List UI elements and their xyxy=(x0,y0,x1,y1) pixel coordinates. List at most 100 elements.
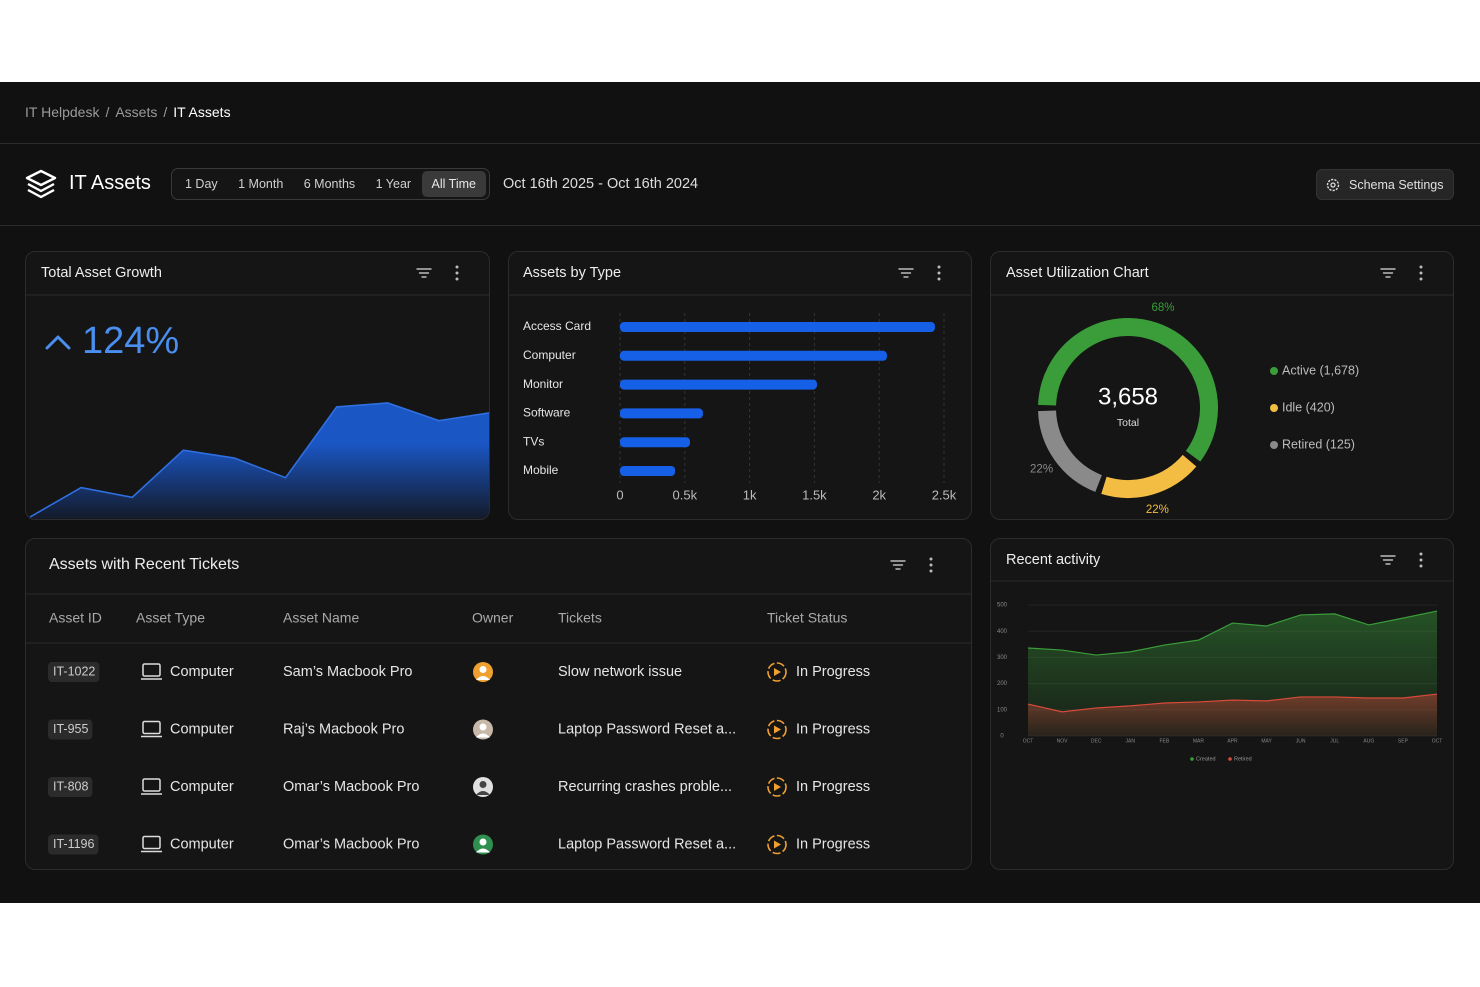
owner-avatar-body xyxy=(476,733,490,738)
x-tick-label: AUG xyxy=(1363,738,1374,744)
ticket-status: In Progress xyxy=(796,779,870,795)
asset-name: Omar’s Macbook Pro xyxy=(283,779,419,795)
range-option[interactable]: All Time xyxy=(421,171,486,197)
logo-icon xyxy=(25,169,57,199)
segment-label: 68% xyxy=(1151,302,1174,314)
id-badge xyxy=(48,777,93,797)
growth-value: 124% xyxy=(82,320,179,362)
menu-icon xyxy=(937,265,941,269)
owner-avatar-head xyxy=(479,838,487,846)
menu-icon xyxy=(1419,558,1423,562)
ticket: Recurring crashes proble... xyxy=(558,779,732,795)
id-badge xyxy=(48,662,100,682)
y-tick-label: 200 xyxy=(997,681,1008,687)
area-fill xyxy=(30,402,489,519)
donut-segment xyxy=(1101,454,1197,498)
x-tick-label: NOV xyxy=(1057,738,1069,744)
page-title: IT Assets xyxy=(69,172,151,194)
bar xyxy=(620,466,676,476)
panel-title: Recent activity xyxy=(1006,552,1101,568)
column-header: Asset Type xyxy=(136,610,205,626)
x-tick-label: 0.5k xyxy=(673,487,698,502)
legend-label: Retired xyxy=(1234,756,1252,762)
range-option[interactable]: 6 Months xyxy=(303,177,356,191)
x-tick-label: OCT xyxy=(1432,738,1443,744)
panel-title: Asset Utilization Chart xyxy=(1006,265,1149,281)
breadcrumb-item[interactable]: IT Helpdesk xyxy=(25,104,100,120)
menu-icon xyxy=(937,277,941,281)
x-tick-label: DEC xyxy=(1091,738,1102,744)
category-label: Access Card xyxy=(523,319,591,333)
legend-label: Active (1,678) xyxy=(1282,363,1359,377)
asset-id: IT-1196 xyxy=(53,837,95,851)
panel-canvas: Total Asset Growth 124% xyxy=(26,265,489,519)
menu-icon xyxy=(455,271,459,275)
asset-id: IT-808 xyxy=(53,779,88,793)
bar xyxy=(620,350,887,361)
breadcrumb-item[interactable]: Assets xyxy=(115,104,158,120)
x-tick-label: 0 xyxy=(616,487,623,502)
asset-type: Computer xyxy=(170,836,234,852)
asset-name: Sam’s Macbook Pro xyxy=(283,664,412,680)
panel-canvas: Assets with Recent Tickets Asset ID Asset … xyxy=(26,556,971,855)
owner-avatar-head xyxy=(479,666,487,673)
menu-icon xyxy=(1419,265,1423,269)
owner-avatar-head xyxy=(479,781,487,788)
y-tick-label: 400 xyxy=(997,629,1008,635)
button-label: Schema Settings xyxy=(1349,177,1444,192)
menu-icon xyxy=(455,277,459,281)
divider xyxy=(0,143,1480,144)
category-label: Monitor xyxy=(523,377,563,391)
area-line xyxy=(29,402,489,518)
date-range: Oct 16th 2025 - Oct 16th 2024 xyxy=(503,176,699,192)
x-tick-label: 2k xyxy=(872,487,886,502)
panel-canvas: Asset Utilization Chart 68% Active (1,678)… xyxy=(991,265,1453,516)
owner-avatar-body xyxy=(476,848,490,853)
status-icon xyxy=(767,777,787,797)
breadcrumb: IT Helpdesk / Assets / IT Assets xyxy=(25,104,231,120)
range-option[interactable]: 1 Day xyxy=(185,177,218,191)
menu-icon xyxy=(929,563,933,567)
legend-dot xyxy=(1270,441,1278,449)
gear-hub xyxy=(1330,181,1336,188)
category-label: Computer xyxy=(523,348,576,362)
menu-icon xyxy=(929,557,933,561)
ticket: Slow network issue xyxy=(558,664,682,680)
panel-title: Assets with Recent Tickets xyxy=(49,556,239,573)
asset-type: Computer xyxy=(170,779,234,795)
ticket-status: In Progress xyxy=(796,721,870,737)
menu-icon xyxy=(929,569,933,573)
legend-dot xyxy=(1228,757,1232,761)
x-tick-label: SEP xyxy=(1398,738,1409,744)
legend-dot xyxy=(1270,404,1278,412)
id-badge xyxy=(48,834,99,855)
schema-settings-button[interactable]: Schema Settings xyxy=(1316,169,1454,200)
ticket: Laptop Password Reset a... xyxy=(558,721,736,737)
panel-canvas: Recent activity 0 100 200 300 400 500 OCT NOV DEC… xyxy=(991,552,1453,762)
id-badge xyxy=(48,719,93,740)
status-icon xyxy=(774,783,781,791)
panel: Recent activity 0 100 200 300 400 500 OCT NOV DEC… xyxy=(990,538,1454,870)
legend-label: Created xyxy=(1196,756,1216,762)
donut-segment xyxy=(1038,410,1103,492)
y-tick-label: 500 xyxy=(997,603,1008,609)
status-icon xyxy=(767,834,787,855)
status-icon xyxy=(774,725,781,734)
laptop-icon xyxy=(142,835,161,850)
panel: Assets by Type 0 0.5k 1k 1.5k 2k 2.5k Access Ca… xyxy=(508,251,972,520)
x-tick-label: OCT xyxy=(1023,738,1034,744)
panel-canvas: Assets by Type 0 0.5k 1k 1.5k 2k 2.5k Access Ca… xyxy=(509,265,971,502)
y-tick-label: 0 xyxy=(1000,734,1004,740)
asset-name: Raj’s Macbook Pro xyxy=(283,721,404,737)
y-tick-label: 100 xyxy=(997,707,1008,713)
logo-layer xyxy=(27,188,55,199)
menu-icon xyxy=(937,271,941,275)
range-option[interactable]: 1 Year xyxy=(375,177,412,191)
status-icon xyxy=(774,668,781,676)
donut-segment xyxy=(1038,318,1218,462)
legend-dot xyxy=(1270,367,1278,375)
status-icon xyxy=(767,719,787,740)
area-fill xyxy=(1028,694,1437,736)
range-option[interactable]: 1 Month xyxy=(238,177,284,191)
